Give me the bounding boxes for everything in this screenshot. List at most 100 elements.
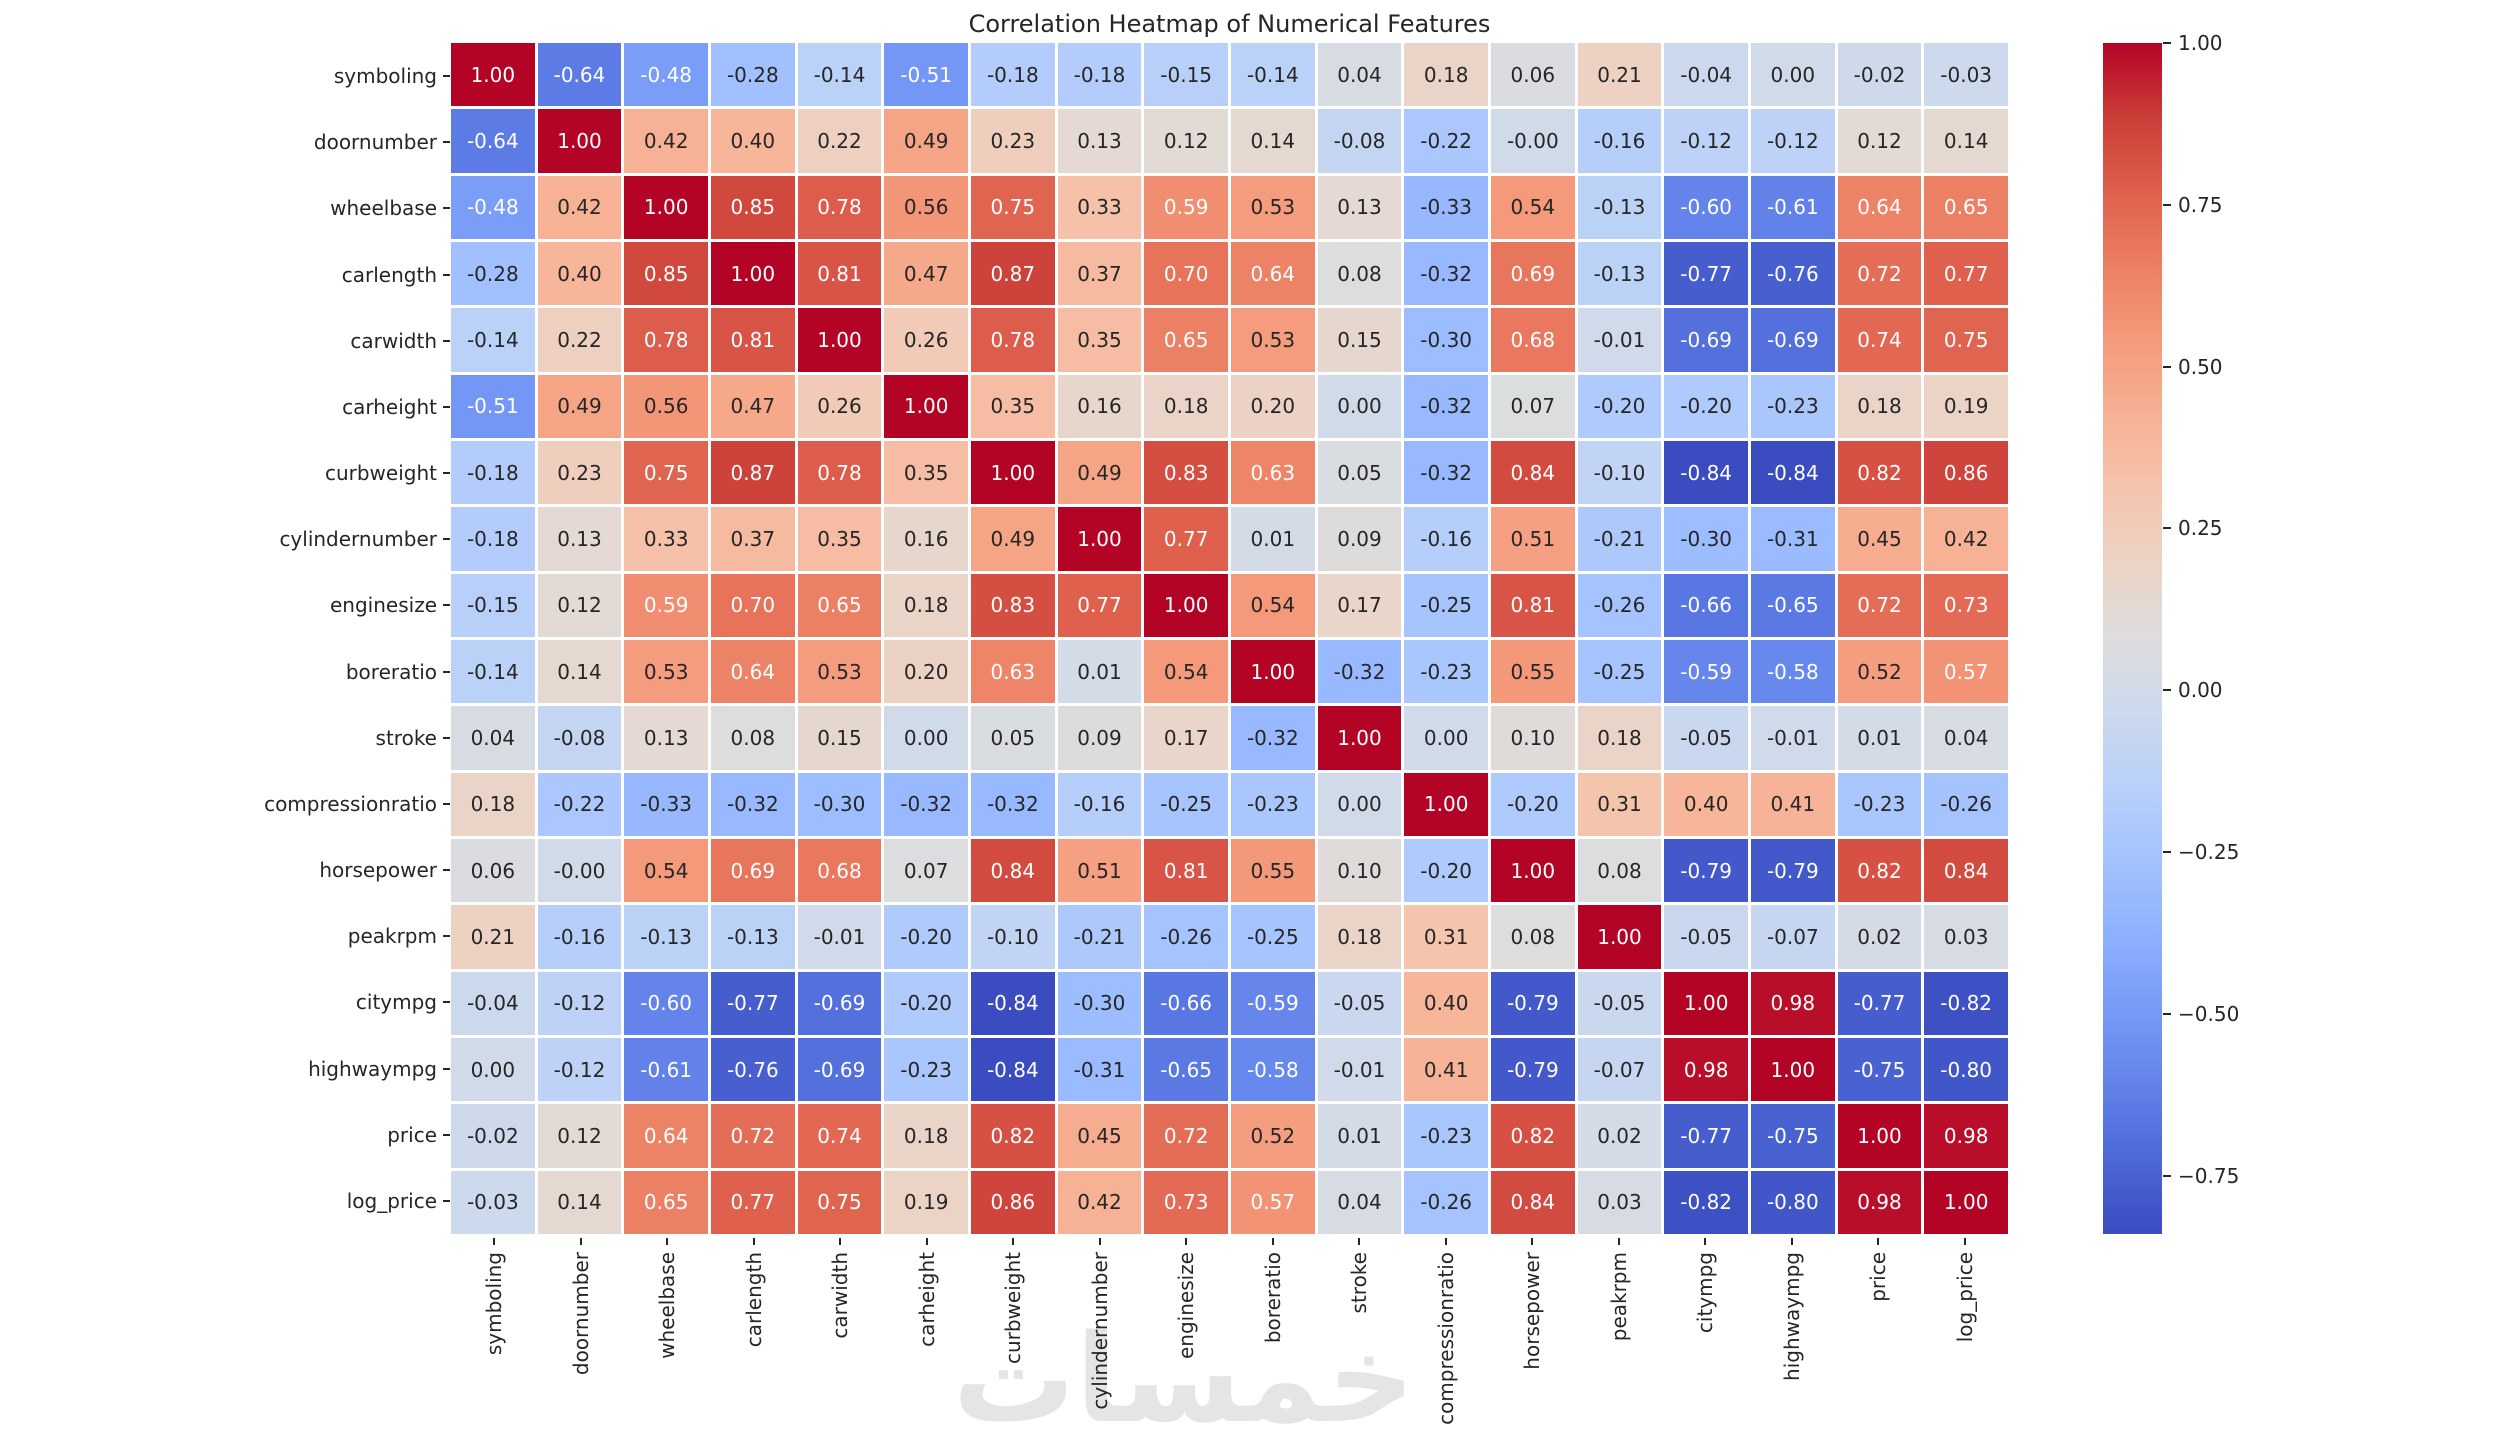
heatmap-cell: 0.12 xyxy=(1837,109,1922,173)
heatmap-cell: -0.60 xyxy=(1664,175,1748,239)
heatmap-cell: -0.10 xyxy=(970,905,1055,969)
heatmap-cell: 0.18 xyxy=(1577,706,1662,770)
heatmap-cell: 0.42 xyxy=(1924,507,2008,571)
heatmap-cell: 0.09 xyxy=(1317,507,1402,571)
colorbar-tick-mark xyxy=(2163,203,2171,206)
heatmap-cell: 1.00 xyxy=(1144,573,1228,637)
heatmap-cell: -0.15 xyxy=(451,573,535,637)
heatmap-cell: 0.75 xyxy=(1924,308,2008,372)
heatmap-cell: 0.78 xyxy=(797,440,882,505)
heatmap-cell: -0.23 xyxy=(884,1037,968,1102)
heatmap-cell: 0.40 xyxy=(1664,772,1748,836)
heatmap-cell: 0.77 xyxy=(1144,507,1228,571)
heatmap-cell: -0.22 xyxy=(1404,109,1488,173)
heatmap-cell: -0.14 xyxy=(451,639,535,704)
heatmap-cell: 0.82 xyxy=(970,1104,1055,1168)
heatmap-cell: 0.37 xyxy=(710,507,795,571)
x-tick-label: horsepower xyxy=(1520,1252,1545,1370)
heatmap-cell: 1.00 xyxy=(797,308,882,372)
heatmap-cell: 0.03 xyxy=(1577,1170,1662,1234)
heatmap-cell: -0.82 xyxy=(1664,1170,1748,1234)
y-tick-mark xyxy=(443,538,450,541)
heatmap-cell: 0.10 xyxy=(1317,838,1402,903)
heatmap-cell: -0.23 xyxy=(1404,639,1488,704)
heatmap-cell: 0.35 xyxy=(970,374,1055,438)
heatmap-cell: 0.77 xyxy=(710,1170,795,1234)
heatmap-cell: 0.42 xyxy=(537,175,622,239)
heatmap-cell: -0.65 xyxy=(1144,1037,1228,1102)
heatmap-cell: -0.84 xyxy=(970,1037,1055,1102)
heatmap-cell: -0.00 xyxy=(537,838,622,903)
heatmap-cell: 1.00 xyxy=(970,440,1055,505)
heatmap-cell: 0.74 xyxy=(797,1104,882,1168)
heatmap-cell: -0.64 xyxy=(451,109,535,173)
y-tick-mark xyxy=(443,802,450,805)
heatmap-cell: 0.08 xyxy=(1577,838,1662,903)
colorbar-tick-mark xyxy=(2163,1012,2171,1015)
heatmap-cell: 0.20 xyxy=(1230,374,1315,438)
heatmap-cell: 0.72 xyxy=(1837,573,1922,637)
y-tick-label: curbweight xyxy=(324,461,437,486)
heatmap-cell: -0.13 xyxy=(710,905,795,969)
heatmap-cell: -0.05 xyxy=(1317,971,1402,1035)
heatmap-cell: 1.00 xyxy=(1664,971,1748,1035)
heatmap-cell: 0.21 xyxy=(451,905,535,969)
heatmap-cell: -0.79 xyxy=(1490,971,1575,1035)
heatmap-cell: 0.51 xyxy=(1057,838,1142,903)
x-tick-label: cylindernumber xyxy=(1087,1252,1112,1410)
y-tick-label: enginesize xyxy=(330,593,437,618)
heatmap-cell: 0.78 xyxy=(970,308,1055,372)
heatmap-cell: 0.56 xyxy=(884,175,968,239)
heatmap-cell: 0.18 xyxy=(884,1104,968,1168)
heatmap-cell: 0.77 xyxy=(1057,573,1142,637)
heatmap-cell: 0.14 xyxy=(537,639,622,704)
heatmap-cell: 0.17 xyxy=(1144,706,1228,770)
heatmap-cell: -0.21 xyxy=(1057,905,1142,969)
heatmap-cell: -0.23 xyxy=(1404,1104,1488,1168)
x-tick-mark xyxy=(1444,1238,1447,1245)
heatmap-cell: 1.00 xyxy=(1404,772,1488,836)
x-tick-label: doornumber xyxy=(568,1252,593,1376)
heatmap-cell: 0.77 xyxy=(1924,241,2008,306)
heatmap-cell: -0.15 xyxy=(1144,43,1228,107)
heatmap-cell: -0.01 xyxy=(1317,1037,1402,1102)
heatmap-cell: 1.00 xyxy=(1317,706,1402,770)
heatmap-cell: 0.33 xyxy=(1057,175,1142,239)
y-tick-mark xyxy=(443,1001,450,1004)
watermark: خمسات xyxy=(952,1308,1415,1438)
heatmap-cell: -0.30 xyxy=(1057,971,1142,1035)
y-tick-mark xyxy=(443,1133,450,1136)
y-tick-mark xyxy=(443,141,450,144)
heatmap-cell: -0.02 xyxy=(1837,43,1922,107)
heatmap-cell: 1.00 xyxy=(1577,905,1662,969)
x-tick-label: highwaympg xyxy=(1779,1252,1804,1381)
heatmap-cell: -0.05 xyxy=(1664,706,1748,770)
heatmap-cell: -0.05 xyxy=(1664,905,1748,969)
heatmap-cell: -0.80 xyxy=(1924,1037,2008,1102)
heatmap-cell: -0.16 xyxy=(1057,772,1142,836)
heatmap-cell: -0.32 xyxy=(1404,241,1488,306)
heatmap-cell: 0.35 xyxy=(884,440,968,505)
heatmap-cell: 0.73 xyxy=(1144,1170,1228,1234)
x-tick-label: carlength xyxy=(741,1252,766,1348)
heatmap-cell: 0.26 xyxy=(797,374,882,438)
heatmap-grid: 1.00 -0.64 -0.48 -0.28 -0.14 -0.51 -0.18 -0.18-… xyxy=(451,43,2008,1234)
heatmap-cell: -0.16 xyxy=(537,905,622,969)
heatmap-cell: 0.14 xyxy=(1230,109,1315,173)
heatmap-cell: -0.22 xyxy=(537,772,622,836)
heatmap-cell: -0.32 xyxy=(970,772,1055,836)
heatmap-cell: -0.69 xyxy=(797,1037,882,1102)
heatmap-cell: -0.20 xyxy=(884,905,968,969)
heatmap-cell: 1.00 xyxy=(1230,639,1315,704)
heatmap-cell: 0.00 xyxy=(884,706,968,770)
y-tick-mark xyxy=(443,869,450,872)
heatmap-cell: 0.18 xyxy=(1404,43,1488,107)
heatmap-cell: -0.60 xyxy=(624,971,708,1035)
heatmap-cell: 0.82 xyxy=(1490,1104,1575,1168)
heatmap-cell: -0.01 xyxy=(1750,706,1835,770)
heatmap-cell: -0.20 xyxy=(1664,374,1748,438)
heatmap-cell: 0.51 xyxy=(1490,507,1575,571)
heatmap-cell: 0.08 xyxy=(1317,241,1402,306)
heatmap-cell: -0.16 xyxy=(1577,109,1662,173)
heatmap-cell: -0.84 xyxy=(1750,440,1835,505)
